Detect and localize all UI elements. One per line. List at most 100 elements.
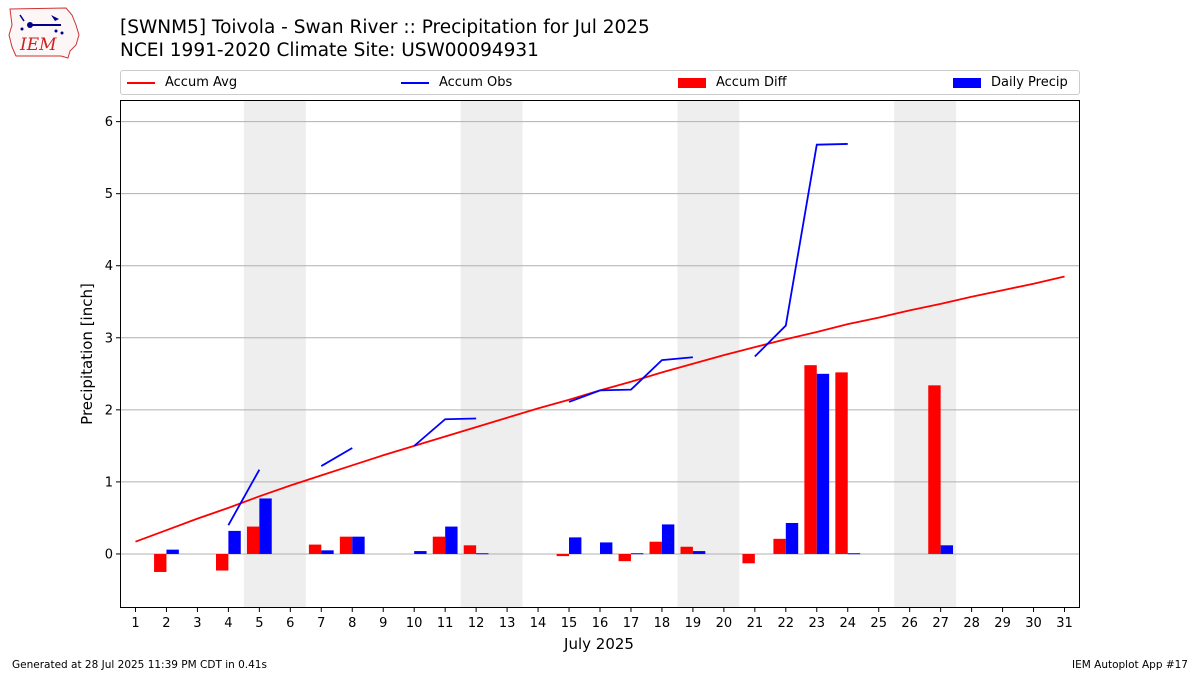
x-axis-ticks: 1 2 3 4 5 6 7 8 9 10 11 12 13 14 15 16 17 18 19 20 21 22 23 24 2…: [131, 608, 1073, 631]
daily-precip-bar-day-7: [321, 550, 334, 554]
accum-diff-bar-day-23: [804, 365, 817, 554]
accum-diff-bar-day-15: [556, 553, 570, 557]
legend-label-accum-diff: Accum Diff: [716, 75, 787, 90]
weekend-shading: [243, 100, 957, 608]
x-tick-label-9: 9: [379, 616, 387, 631]
chart-title: [SWNM5] Toivola - Swan River :: Precipit…: [120, 17, 650, 38]
y-axis-ticks: 0 1 2 3 4 5 6: [105, 115, 120, 562]
accum-diff-bar-day-11: [432, 536, 446, 554]
x-tick-label-13: 13: [499, 616, 516, 631]
accum-obs-lines: [227, 143, 848, 526]
x-tick-label-6: 6: [286, 616, 294, 631]
accum-diff-bar-day-17: [618, 553, 631, 562]
iem-iowa-logo-icon: [8, 7, 80, 59]
daily-precip-bar-day-27: [940, 545, 954, 554]
x-axis-label: July 2025: [563, 635, 634, 653]
accum-diff-bar-day-18: [649, 541, 662, 554]
weekend-band-2: [460, 100, 523, 608]
accum-obs-segment-5: [754, 143, 848, 358]
daily-precip-bar-day-4: [228, 530, 241, 554]
x-tick-label-25: 25: [870, 616, 887, 631]
x-tick-label-20: 20: [716, 616, 733, 631]
x-tick-label-22: 22: [778, 616, 795, 631]
x-tick-label-26: 26: [901, 616, 918, 631]
daily-precip-bar-day-10: [414, 551, 427, 554]
legend-swatch-accum-avg: [127, 81, 155, 84]
x-tick-label-31: 31: [1056, 616, 1073, 631]
x-tick-label-27: 27: [932, 616, 949, 631]
daily-precip-bar-day-24: [847, 553, 861, 555]
x-tick-label-29: 29: [994, 616, 1011, 631]
daily-precip-bar-day-17: [630, 553, 644, 555]
legend-swatch-daily-precip: [953, 77, 981, 88]
x-tick-label-2: 2: [162, 616, 170, 631]
accum-obs-segment-3: [413, 417, 477, 447]
legend-label-accum-avg: Accum Avg: [165, 75, 238, 90]
y-axis-label: Precipitation [inch]: [78, 283, 96, 425]
plot-frame: [120, 100, 1080, 608]
accum-diff-bar-day-27: [928, 385, 941, 554]
gridlines: [120, 121, 1080, 555]
legend-item-accum-obs: Accum Obs: [401, 71, 512, 94]
accum-diff-bar-day-7: [308, 544, 322, 554]
chart-legend: Accum Avg Accum Obs Accum Diff Daily Pre…: [120, 70, 1080, 95]
y-tick-label-6: 6: [105, 115, 113, 130]
accum-obs-segment-2: [320, 447, 353, 467]
legend-label-daily-precip: Daily Precip: [991, 75, 1068, 90]
accum-obs-segment-4: [568, 356, 693, 403]
y-tick-label-3: 3: [105, 331, 113, 346]
daily-precip-bars: [166, 373, 954, 555]
daily-precip-bar-day-22: [785, 522, 799, 554]
x-tick-label-8: 8: [348, 616, 356, 631]
x-tick-label-15: 15: [561, 616, 578, 631]
accum-diff-bar-day-2: [154, 553, 167, 572]
x-tick-label-11: 11: [437, 616, 454, 631]
x-tick-label-12: 12: [468, 616, 485, 631]
y-tick-label-2: 2: [105, 403, 113, 418]
iem-logo: IEM: [8, 7, 80, 59]
daily-precip-bar-day-11: [445, 526, 458, 554]
daily-precip-bar-day-8: [352, 536, 365, 554]
y-tick-label-0: 0: [105, 547, 113, 562]
x-tick-label-23: 23: [809, 616, 826, 631]
accum-diff-bar-day-19: [680, 546, 693, 554]
x-tick-label-17: 17: [623, 616, 640, 631]
x-tick-label-28: 28: [963, 616, 980, 631]
x-tick-label-18: 18: [654, 616, 671, 631]
daily-precip-bar-day-19: [692, 551, 706, 554]
x-tick-label-3: 3: [193, 616, 201, 631]
daily-precip-bar-day-23: [816, 373, 830, 554]
logo-text: IEM: [19, 35, 57, 55]
daily-precip-bar-day-15: [569, 537, 582, 554]
accum-diff-bar-day-8: [339, 536, 353, 554]
accum-diff-bar-day-21: [742, 553, 755, 564]
accum-diff-bars: [154, 365, 941, 572]
legend-swatch-accum-diff: [678, 77, 706, 88]
daily-precip-bar-day-18: [661, 524, 675, 554]
footer-app-label: IEM Autoplot App #17: [1072, 659, 1188, 671]
x-tick-label-1: 1: [131, 616, 139, 631]
accum-diff-bar-day-5: [246, 526, 260, 554]
x-tick-label-30: 30: [1025, 616, 1042, 631]
y-tick-label-5: 5: [105, 187, 113, 202]
accum-diff-bar-day-12: [463, 545, 477, 554]
accum-diff-bar-day-22: [773, 538, 786, 554]
chart-subtitle: NCEI 1991-2020 Climate Site: USW00094931: [120, 40, 539, 61]
x-tick-label-4: 4: [224, 616, 232, 631]
accum-obs-segment-1: [227, 469, 261, 526]
daily-precip-bar-day-12: [476, 553, 489, 555]
x-tick-label-21: 21: [747, 616, 764, 631]
x-tick-label-14: 14: [530, 616, 547, 631]
legend-item-accum-diff: Accum Diff: [678, 71, 787, 94]
accum-diff-bar-day-4: [216, 553, 229, 571]
legend-item-accum-avg: Accum Avg: [127, 71, 237, 94]
weekend-band-4: [894, 100, 957, 608]
weekend-band-1: [243, 100, 306, 608]
x-tick-label-24: 24: [839, 616, 856, 631]
x-tick-label-10: 10: [406, 616, 423, 631]
daily-precip-bar-day-16: [600, 542, 613, 554]
daily-precip-bar-day-5: [259, 498, 272, 554]
x-tick-label-5: 5: [255, 616, 263, 631]
legend-item-daily-precip: Daily Precip: [953, 71, 1068, 94]
